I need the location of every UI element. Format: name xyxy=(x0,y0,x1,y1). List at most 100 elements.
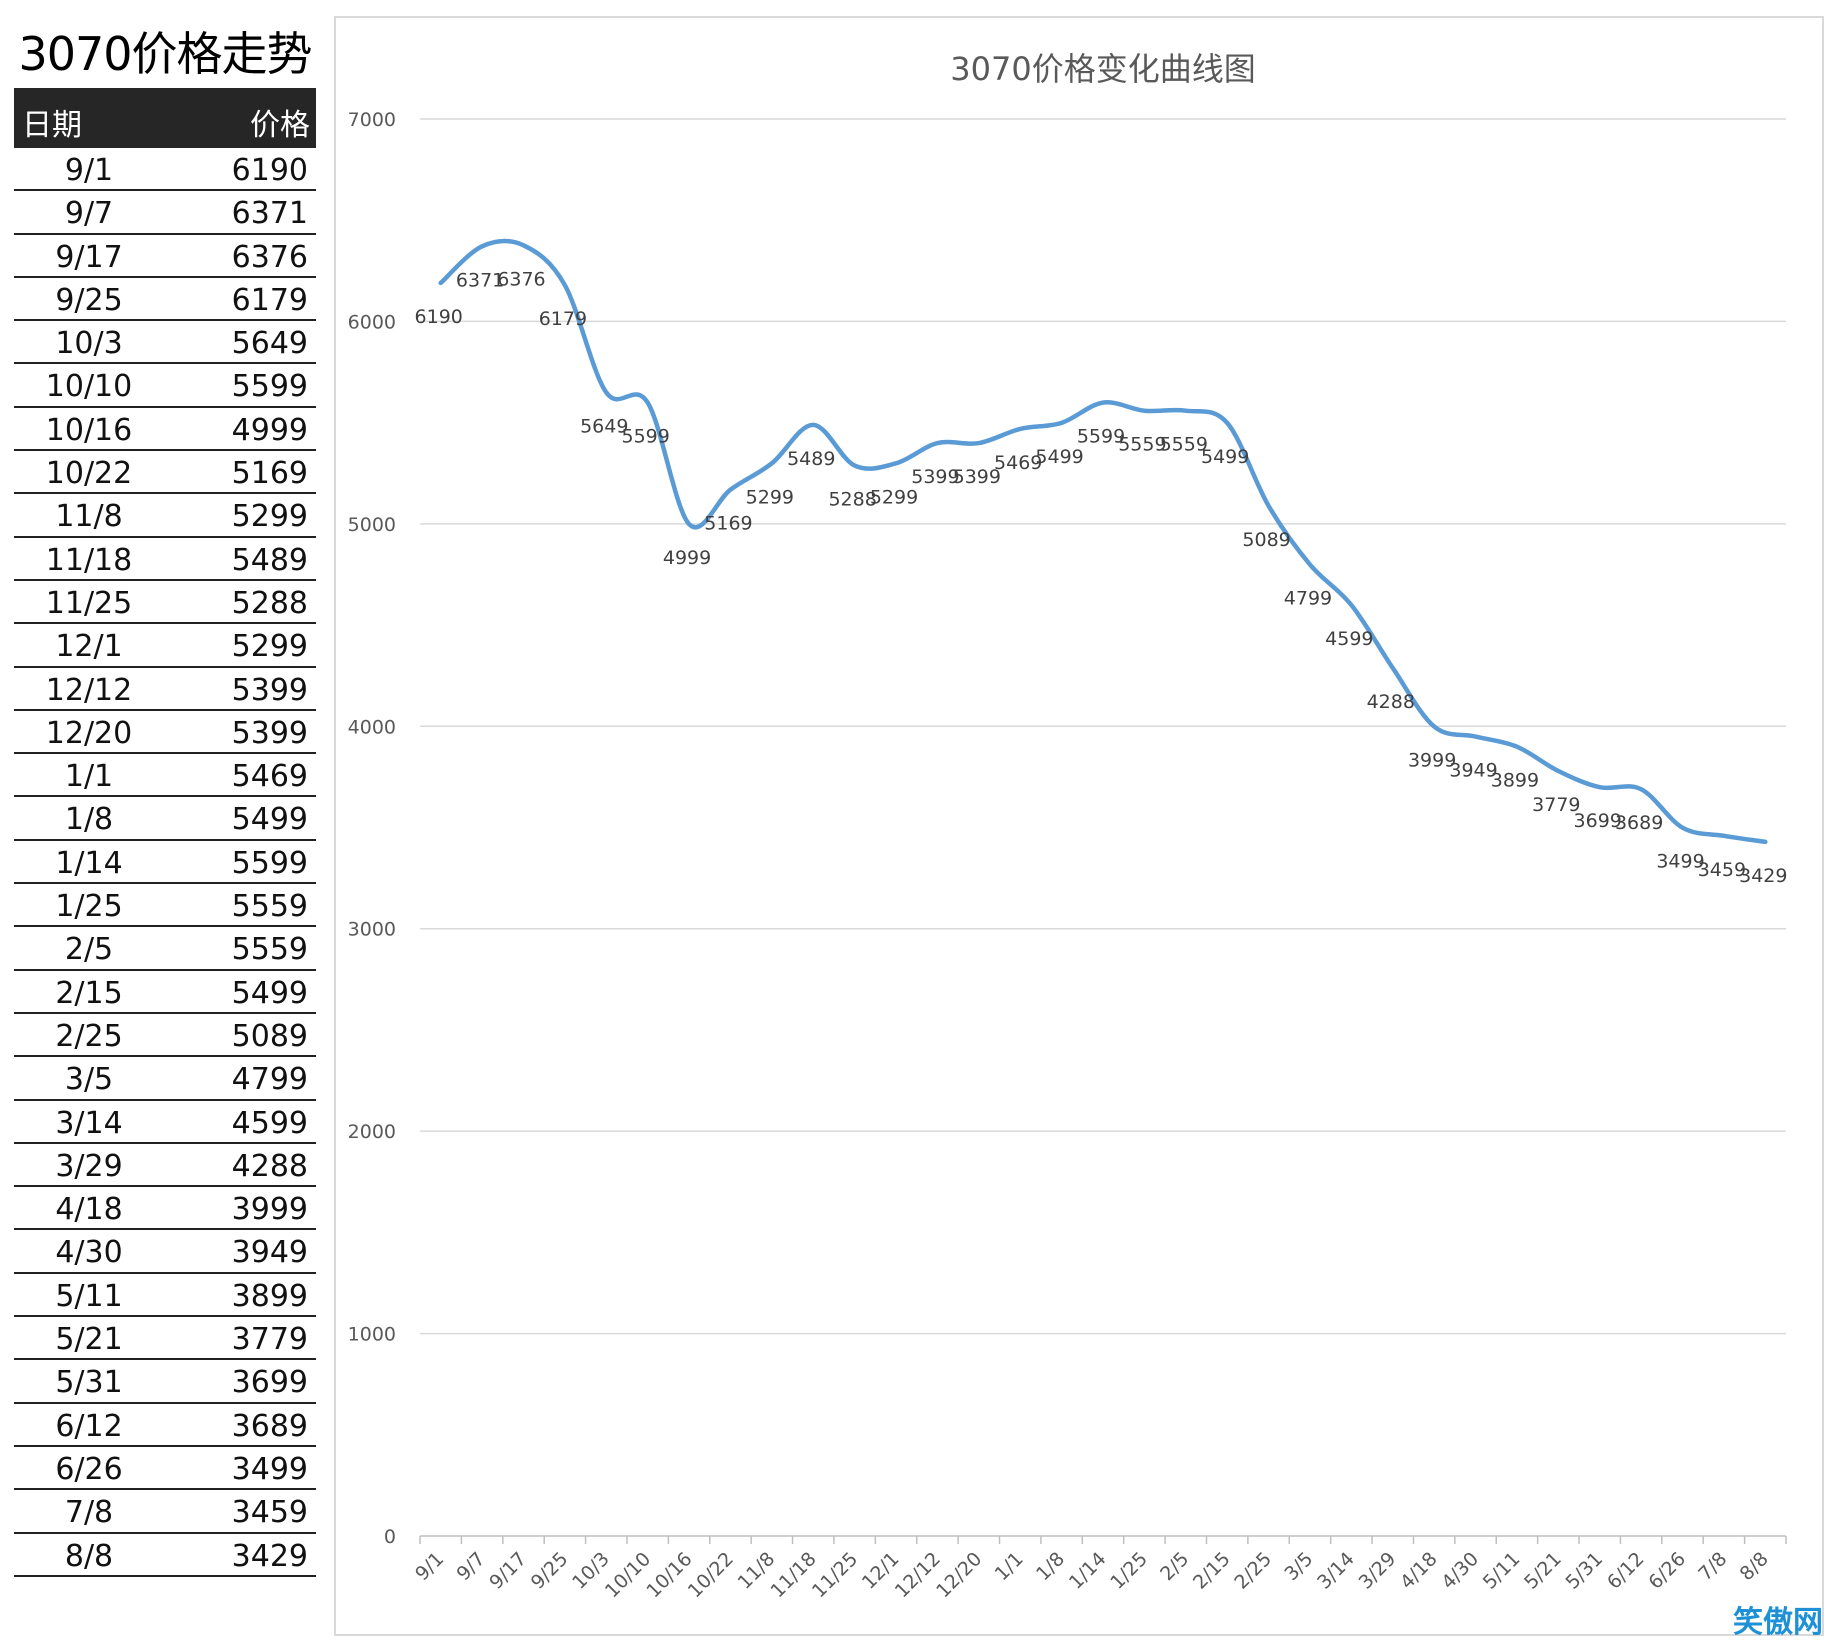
data-label: 3779 xyxy=(1532,794,1580,816)
data-label: 4999 xyxy=(663,547,711,569)
x-tick-label: 5/21 xyxy=(1520,1548,1566,1594)
row-date: 6/12 xyxy=(55,1408,123,1444)
row-price: 5299 xyxy=(231,499,308,535)
price-table-panel: 3070价格走势 日期 价格 9/1 6190 9/7 6371 9/17 6376 9/2… xyxy=(14,0,316,1651)
date-column-header: 日期 xyxy=(22,108,82,143)
data-label: 5559 xyxy=(1118,434,1166,456)
y-tick-label: 5000 xyxy=(348,514,396,536)
row-date: 1/1 xyxy=(64,759,114,795)
row-date: 5/31 xyxy=(55,1365,123,1401)
x-tick-label: 7/8 xyxy=(1694,1548,1731,1585)
row-price: 5649 xyxy=(231,326,308,362)
table-row: 5/31 3699 xyxy=(14,1360,316,1404)
data-label: 5469 xyxy=(994,452,1042,474)
row-date: 5/11 xyxy=(55,1278,123,1314)
data-label: 3699 xyxy=(1574,810,1622,832)
chart-title: 3070价格变化曲线图 xyxy=(950,50,1255,88)
row-date: 9/1 xyxy=(64,153,114,188)
row-date: 3/29 xyxy=(55,1148,123,1184)
table-row: 9/17 6376 xyxy=(14,235,316,278)
row-date: 6/26 xyxy=(55,1451,123,1487)
data-label: 6179 xyxy=(539,308,587,330)
table-row: 6/26 3499 xyxy=(14,1447,316,1491)
x-tick-label: 4/30 xyxy=(1437,1548,1483,1594)
data-label: 5288 xyxy=(828,489,876,511)
row-price: 6376 xyxy=(231,239,308,275)
data-label: 5499 xyxy=(1201,446,1249,468)
y-tick-label: 6000 xyxy=(348,311,396,333)
x-tick-label: 1/14 xyxy=(1065,1548,1111,1594)
x-tick-label: 9/7 xyxy=(452,1548,489,1585)
table-row: 12/1 5299 xyxy=(14,624,316,668)
y-tick-label: 3000 xyxy=(348,919,396,941)
row-price: 5559 xyxy=(231,932,308,968)
x-tick-label: 3/14 xyxy=(1313,1548,1359,1594)
row-price: 3459 xyxy=(231,1495,308,1531)
table-row: 12/20 5399 xyxy=(14,711,316,755)
row-date: 11/18 xyxy=(45,542,133,578)
table-row: 1/14 5599 xyxy=(14,841,316,885)
row-price: 3689 xyxy=(231,1408,308,1444)
x-tick-label: 10/16 xyxy=(642,1548,696,1602)
data-label: 3949 xyxy=(1449,760,1497,782)
row-price: 5399 xyxy=(231,715,308,751)
table-row: 8/8 3429 xyxy=(14,1534,316,1577)
x-tick-label: 12/20 xyxy=(932,1548,986,1602)
data-label: 5399 xyxy=(911,466,959,488)
row-date: 8/8 xyxy=(64,1538,114,1574)
row-date: 10/3 xyxy=(55,326,123,362)
data-label: 4799 xyxy=(1284,588,1332,610)
data-label: 3459 xyxy=(1698,859,1746,881)
table-row: 7/8 3459 xyxy=(14,1490,316,1534)
row-price: 3429 xyxy=(231,1538,308,1574)
y-tick-label: 0 xyxy=(384,1526,396,1548)
row-price: 4999 xyxy=(231,412,308,448)
row-price: 4799 xyxy=(231,1062,308,1098)
data-label: 3499 xyxy=(1656,851,1704,873)
table-row: 2/5 5559 xyxy=(14,927,316,971)
row-date: 5/21 xyxy=(55,1322,123,1358)
table-row: 9/7 6371 xyxy=(14,191,316,235)
row-date: 4/18 xyxy=(55,1192,123,1228)
row-price: 3899 xyxy=(231,1278,308,1314)
x-tick-label: 1/8 xyxy=(1032,1548,1069,1585)
data-label: 5299 xyxy=(746,486,794,508)
row-date: 7/8 xyxy=(64,1495,114,1531)
row-price: 5599 xyxy=(231,845,308,881)
table-row: 11/18 5489 xyxy=(14,538,316,581)
row-price: 4288 xyxy=(231,1148,308,1184)
x-tick-label: 12/12 xyxy=(891,1548,945,1602)
row-date: 1/8 xyxy=(64,802,114,838)
price-table-body: 9/1 6190 9/7 6371 9/17 6376 9/25 6179 10/3 5649 10… xyxy=(14,148,316,1577)
x-tick-label: 1/1 xyxy=(991,1548,1028,1585)
row-date: 3/14 xyxy=(55,1105,123,1141)
data-label: 3999 xyxy=(1408,749,1456,771)
data-label: 5089 xyxy=(1242,529,1290,551)
table-row: 12/12 5399 xyxy=(14,668,316,711)
row-price: 5489 xyxy=(231,542,308,578)
table-row: 5/21 3779 xyxy=(14,1317,316,1361)
table-row: 2/15 5499 xyxy=(14,971,316,1014)
data-label: 6371 xyxy=(456,269,504,291)
data-label: 5399 xyxy=(953,466,1001,488)
row-price: 3779 xyxy=(231,1322,308,1358)
row-price: 5169 xyxy=(231,456,308,492)
row-date: 2/15 xyxy=(55,975,123,1011)
row-price: 3499 xyxy=(231,1451,308,1487)
row-date: 3/5 xyxy=(64,1062,114,1098)
row-date: 12/20 xyxy=(45,715,133,751)
data-label: 5489 xyxy=(787,448,835,470)
table-row: 3/14 4599 xyxy=(14,1101,316,1144)
row-price: 3999 xyxy=(231,1192,308,1228)
x-tick-label: 2/5 xyxy=(1156,1548,1193,1585)
row-date: 4/30 xyxy=(55,1235,123,1271)
site-watermark: 笑傲网 xyxy=(1653,1597,1823,1647)
row-price: 5469 xyxy=(231,759,308,795)
data-label: 5169 xyxy=(704,513,752,535)
row-date: 11/25 xyxy=(45,585,133,621)
row-price: 5288 xyxy=(231,585,308,621)
y-tick-label: 4000 xyxy=(348,716,396,738)
row-date: 9/25 xyxy=(55,282,123,318)
price-chart: 3070价格变化曲线图 0 1000 2000 3000 4000 5000 6000 7000… xyxy=(334,16,1824,1636)
row-date: 10/10 xyxy=(45,369,133,405)
